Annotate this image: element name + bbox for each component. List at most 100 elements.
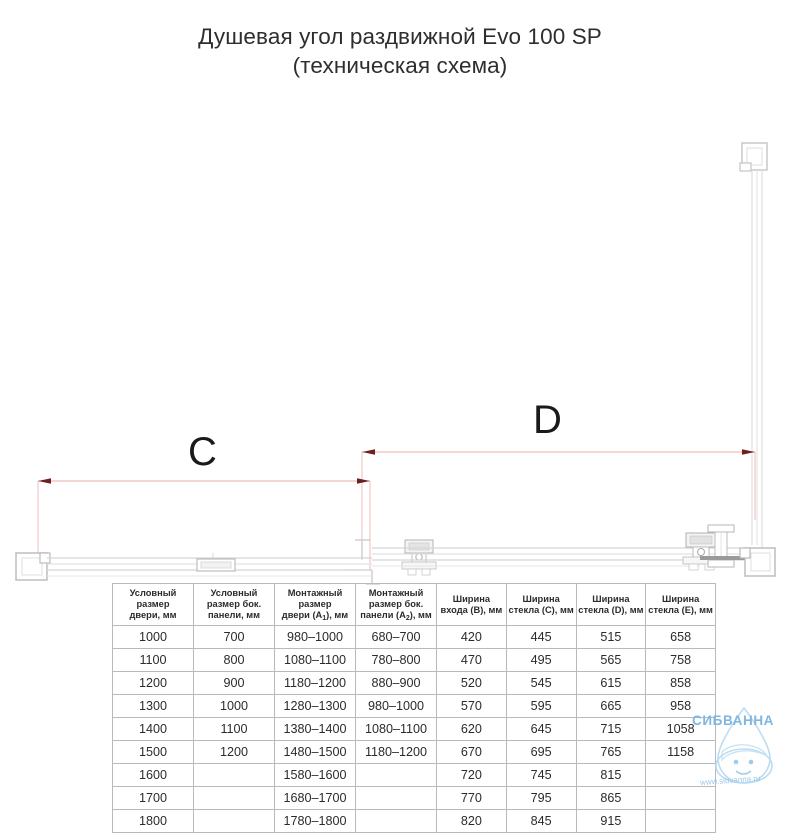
table-cell xyxy=(645,786,716,811)
table-cell: 980–1000 xyxy=(355,694,437,719)
table-cell: 1100 xyxy=(112,648,194,673)
dimension-c-label: C xyxy=(188,430,217,474)
header-line-2: входа (B), мм xyxy=(440,604,503,615)
table-cell: 980–1000 xyxy=(274,625,356,650)
header-line-1: Ширина xyxy=(662,593,700,604)
corner-connector-joint xyxy=(345,539,380,585)
table-cell: 658 xyxy=(645,625,716,650)
table-cell xyxy=(645,763,716,788)
table-cell xyxy=(355,786,437,811)
table-cell: 780–800 xyxy=(355,648,437,673)
header-line-3: двери, мм xyxy=(129,610,177,621)
table-cell: 515 xyxy=(575,625,647,650)
table-cell: 570 xyxy=(436,694,507,719)
table-cell xyxy=(193,763,275,788)
table-cell: 1700 xyxy=(112,786,194,811)
table-row: 1500 1200 1480–1500 1180–1200 670 695 765 1158 xyxy=(112,740,716,765)
table-cell: 745 xyxy=(505,763,577,788)
dimension-d-arrow-left xyxy=(362,449,375,455)
top-wall-profile xyxy=(739,142,768,172)
table-cell: 545 xyxy=(505,671,577,696)
table-header-row: Условный размер двери, мм Условный разме… xyxy=(112,582,716,627)
header-line-2: стекла (C), мм xyxy=(508,604,574,615)
table-header-cell-3: Монтажный размер бок. панели (A2), мм xyxy=(355,582,437,627)
dimension-c-arrow-left xyxy=(38,478,51,484)
table-cell: 815 xyxy=(575,763,647,788)
table-cell: 1780–1800 xyxy=(274,809,356,833)
table-cell: 620 xyxy=(436,717,507,742)
table-cell: 800 xyxy=(193,648,275,673)
table-cell: 615 xyxy=(575,671,647,696)
dimension-c-extension-lines xyxy=(37,481,371,570)
table-cell: 1000 xyxy=(112,625,194,650)
right-vertical-glass-panel xyxy=(751,170,763,548)
table-cell: 1080–1100 xyxy=(274,648,356,673)
header-line-2: размер бок. xyxy=(206,599,262,610)
table-row: 1100 800 1080–1100 780–800 470 495 565 758 xyxy=(112,648,716,673)
table-cell: 1500 xyxy=(112,740,194,765)
table-cell: 770 xyxy=(436,786,507,811)
table-cell: 845 xyxy=(505,809,577,833)
dimension-d-label: D xyxy=(533,398,562,442)
door-handle-bracket xyxy=(196,553,236,572)
header-line-1: Ширина xyxy=(522,593,560,604)
table-header-cell-5: Ширина стекла (C), мм xyxy=(505,582,577,627)
table-cell: 1200 xyxy=(112,671,194,696)
page-title-line1: Душевая угол раздвижной Evo 100 SP xyxy=(198,24,602,49)
right-wall-profile xyxy=(739,547,776,577)
table-cell: 445 xyxy=(505,625,577,650)
table-cell: 670 xyxy=(436,740,507,765)
header-line-2: размер xyxy=(298,598,332,609)
table-cell xyxy=(355,809,437,833)
table-cell: 880–900 xyxy=(355,671,437,696)
header-line-1: Условный xyxy=(129,588,177,599)
table-cell: 820 xyxy=(436,809,507,833)
table-cell: 645 xyxy=(505,717,577,742)
table-cell: 915 xyxy=(575,809,647,833)
header-line-3b: ), мм xyxy=(409,609,432,620)
table-cell: 958 xyxy=(645,694,716,719)
header-line-1: Монтажный xyxy=(368,588,424,598)
table-cell: 758 xyxy=(645,648,716,673)
table-cell: 858 xyxy=(645,671,716,696)
table-cell: 680–700 xyxy=(355,625,437,650)
header-line-2: стекла (E), мм xyxy=(648,604,713,615)
header-subscript: 2 xyxy=(405,614,410,622)
table-cell: 1800 xyxy=(112,809,194,833)
table-header-cell-0: Условный размер двери, мм xyxy=(112,582,194,627)
dimension-c-line xyxy=(38,478,370,484)
technical-drawing xyxy=(15,142,776,585)
table-header-cell-2: Монтажный размер двери (A1), мм xyxy=(274,582,356,627)
table-cell: 720 xyxy=(436,763,507,788)
table-cell: 595 xyxy=(505,694,577,719)
table-cell: 1480–1500 xyxy=(274,740,356,765)
glass-edge-bar xyxy=(700,556,748,560)
header-line-2: размер бок. xyxy=(368,598,424,609)
dimension-d-line xyxy=(362,449,755,455)
dimension-c-arrow-right xyxy=(357,478,370,484)
table-cell: 765 xyxy=(575,740,647,765)
header-line-2: размер xyxy=(136,599,170,610)
table-cell: 665 xyxy=(575,694,647,719)
table-row: 1800 1780–1800 820 845 915 xyxy=(112,809,716,833)
header-line-1: Условный xyxy=(210,588,258,599)
table-cell: 900 xyxy=(193,671,275,696)
table-cell xyxy=(193,809,275,833)
table-row: 1600 1580–1600 720 745 815 xyxy=(112,763,716,788)
table-row: 1400 1100 1380–1400 1080–1100 620 645 715 1058 xyxy=(112,717,716,742)
header-line-1: Ширина xyxy=(592,593,630,604)
table-cell: 1080–1100 xyxy=(355,717,437,742)
table-cell: 715 xyxy=(575,717,647,742)
table-row: 1300 1000 1280–1300 980–1000 570 595 665 958 xyxy=(112,694,716,719)
roller-mechanism-center xyxy=(401,539,437,576)
table-cell xyxy=(193,786,275,811)
header-line-3: панели, мм xyxy=(207,610,261,621)
table-cell: 565 xyxy=(575,648,647,673)
table-cell: 1180–1200 xyxy=(355,740,437,765)
left-wall-profile xyxy=(15,552,51,581)
table-cell: 470 xyxy=(436,648,507,673)
header-line-3b: ), мм xyxy=(326,609,349,620)
table-cell: 695 xyxy=(505,740,577,765)
table-cell: 495 xyxy=(505,648,577,673)
table-cell: 520 xyxy=(436,671,507,696)
